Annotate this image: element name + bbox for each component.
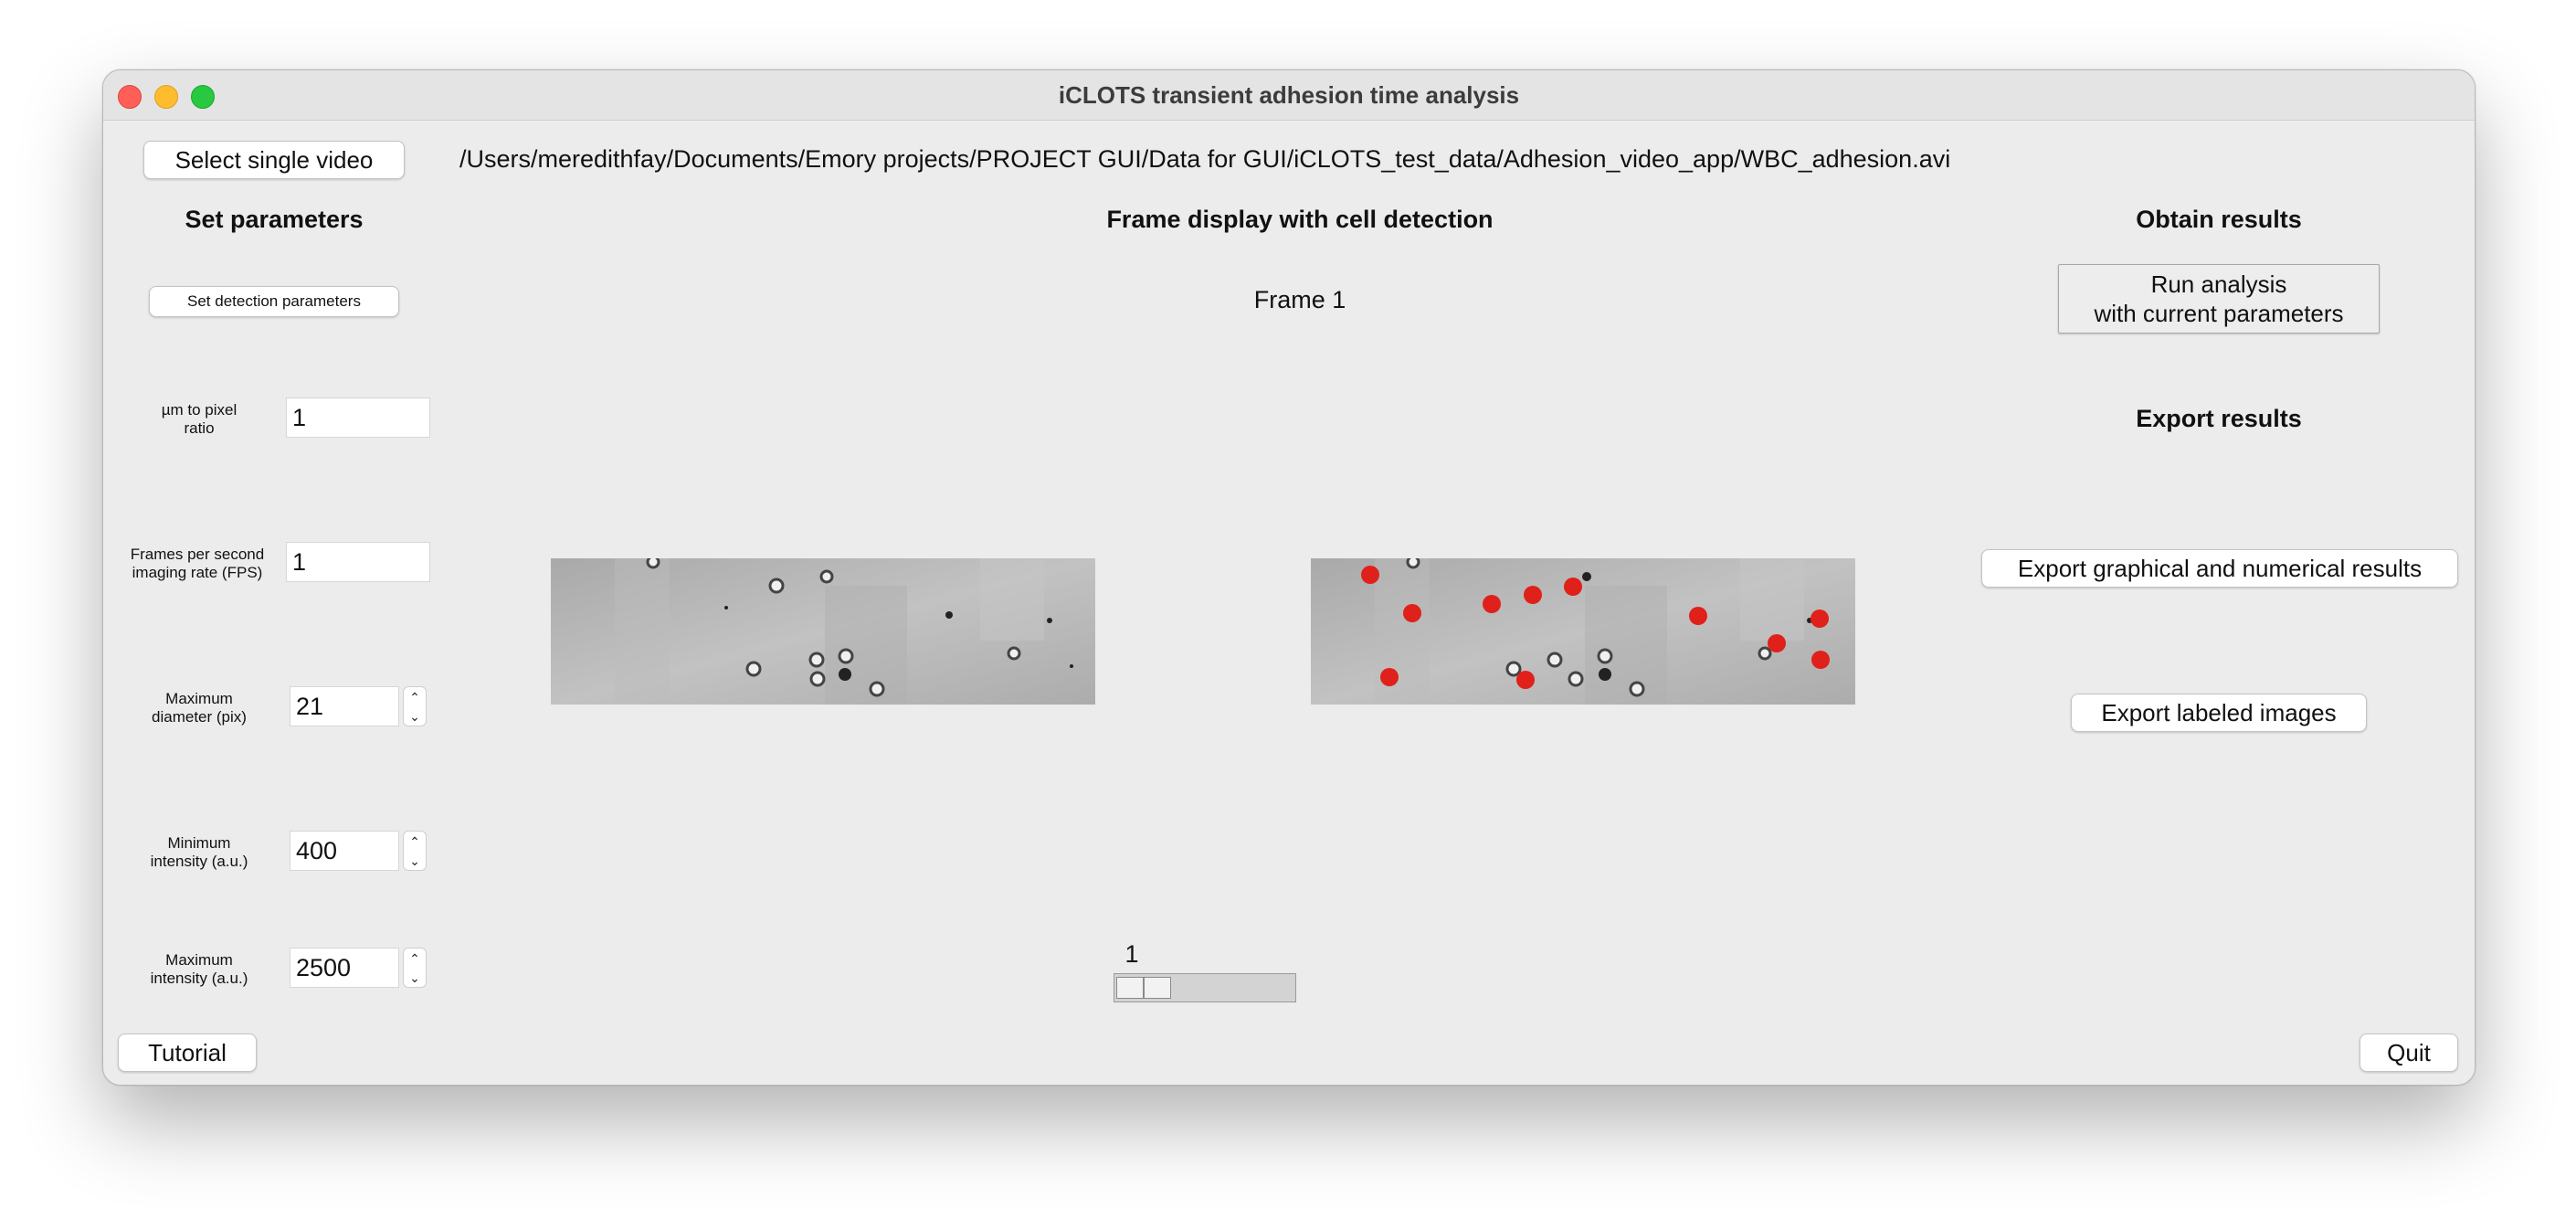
minimize-icon[interactable] <box>154 85 178 109</box>
labeled-frame-image <box>1311 558 1855 705</box>
label-line: ratio <box>184 419 215 437</box>
detection-markers <box>1361 566 1830 689</box>
fps-label: Frames per second imaging rate (FPS) <box>111 546 284 582</box>
slider-thumb-left[interactable] <box>1116 977 1144 999</box>
chevron-up-icon[interactable]: ⌃ <box>409 950 420 966</box>
min-intensity-spinbox[interactable]: 400 <box>290 831 399 871</box>
export-results-heading: Export results <box>2136 405 2302 432</box>
max-diameter-spinbox[interactable]: 21 <box>290 686 399 726</box>
window-title: iCLOTS transient adhesion time analysis <box>1058 81 1520 109</box>
tutorial-button[interactable]: Tutorial <box>118 1034 257 1072</box>
labeled-frame-svg <box>1311 558 1855 705</box>
label-line: intensity (a.u.) <box>150 853 248 870</box>
chevron-up-icon[interactable]: ⌃ <box>409 689 420 705</box>
label-line: µm to pixel <box>161 401 238 419</box>
export-graphical-numerical-button[interactable]: Export graphical and numerical results <box>1981 549 2458 588</box>
select-video-button[interactable]: Select single video <box>143 141 405 179</box>
title-bar: iCLOTS transient adhesion time analysis <box>103 70 2475 121</box>
original-frame-image <box>551 558 1095 705</box>
max-diameter-stepper[interactable]: ⌃ ⌄ <box>403 686 427 726</box>
obtain-results-heading: Obtain results <box>2136 206 2302 233</box>
original-frame-svg <box>551 558 1095 705</box>
label-line: Maximum <box>165 951 233 969</box>
min-intensity-label: Minimum intensity (a.u.) <box>121 834 277 871</box>
label-line: Minimum <box>167 834 231 852</box>
frame-display-heading: Frame display with cell detection <box>1106 206 1494 233</box>
file-path-label: /Users/meredithfay/Documents/Emory proje… <box>459 145 1951 173</box>
chevron-up-icon[interactable]: ⌃ <box>409 833 420 849</box>
export-labeled-images-button[interactable]: Export labeled images <box>2071 694 2367 732</box>
close-icon[interactable] <box>118 85 142 109</box>
slider-thumb[interactable] <box>1144 977 1171 999</box>
chevron-down-icon[interactable]: ⌄ <box>409 853 420 868</box>
min-intensity-stepper[interactable]: ⌃ ⌄ <box>403 831 427 871</box>
run-analysis-line2: with current parameters <box>2094 300 2344 327</box>
chevron-down-icon[interactable]: ⌄ <box>409 970 420 985</box>
app-window: iCLOTS transient adhesion time analysis … <box>102 69 2476 1086</box>
run-analysis-line1: Run analysis <box>2150 270 2287 298</box>
um-pixel-ratio-label: µm to pixel ratio <box>121 401 277 438</box>
chevron-down-icon[interactable]: ⌄ <box>409 708 420 724</box>
label-line: Frames per second <box>130 546 265 563</box>
um-pixel-ratio-input[interactable]: 1 <box>286 398 430 438</box>
zoom-icon[interactable] <box>191 85 215 109</box>
frame-label: Frame 1 <box>1253 286 1346 313</box>
max-intensity-label: Maximum intensity (a.u.) <box>121 951 277 988</box>
set-detection-parameters-button[interactable]: Set detection parameters <box>149 286 399 317</box>
label-line: imaging rate (FPS) <box>132 564 263 581</box>
max-diameter-label: Maximum diameter (pix) <box>121 690 277 726</box>
label-line: intensity (a.u.) <box>150 970 248 987</box>
max-intensity-stepper[interactable]: ⌃ ⌄ <box>403 948 427 988</box>
max-intensity-spinbox[interactable]: 2500 <box>290 948 399 988</box>
set-parameters-heading: Set parameters <box>185 206 364 233</box>
fps-input[interactable]: 1 <box>286 542 430 582</box>
label-line: diameter (pix) <box>152 708 247 726</box>
run-analysis-button[interactable]: Run analysis with current parameters <box>2058 264 2380 334</box>
slider-value-label: 1 <box>1124 940 1139 968</box>
label-line: Maximum <box>165 690 233 707</box>
quit-button[interactable]: Quit <box>2360 1034 2458 1072</box>
frame-slider[interactable] <box>1114 973 1296 1002</box>
